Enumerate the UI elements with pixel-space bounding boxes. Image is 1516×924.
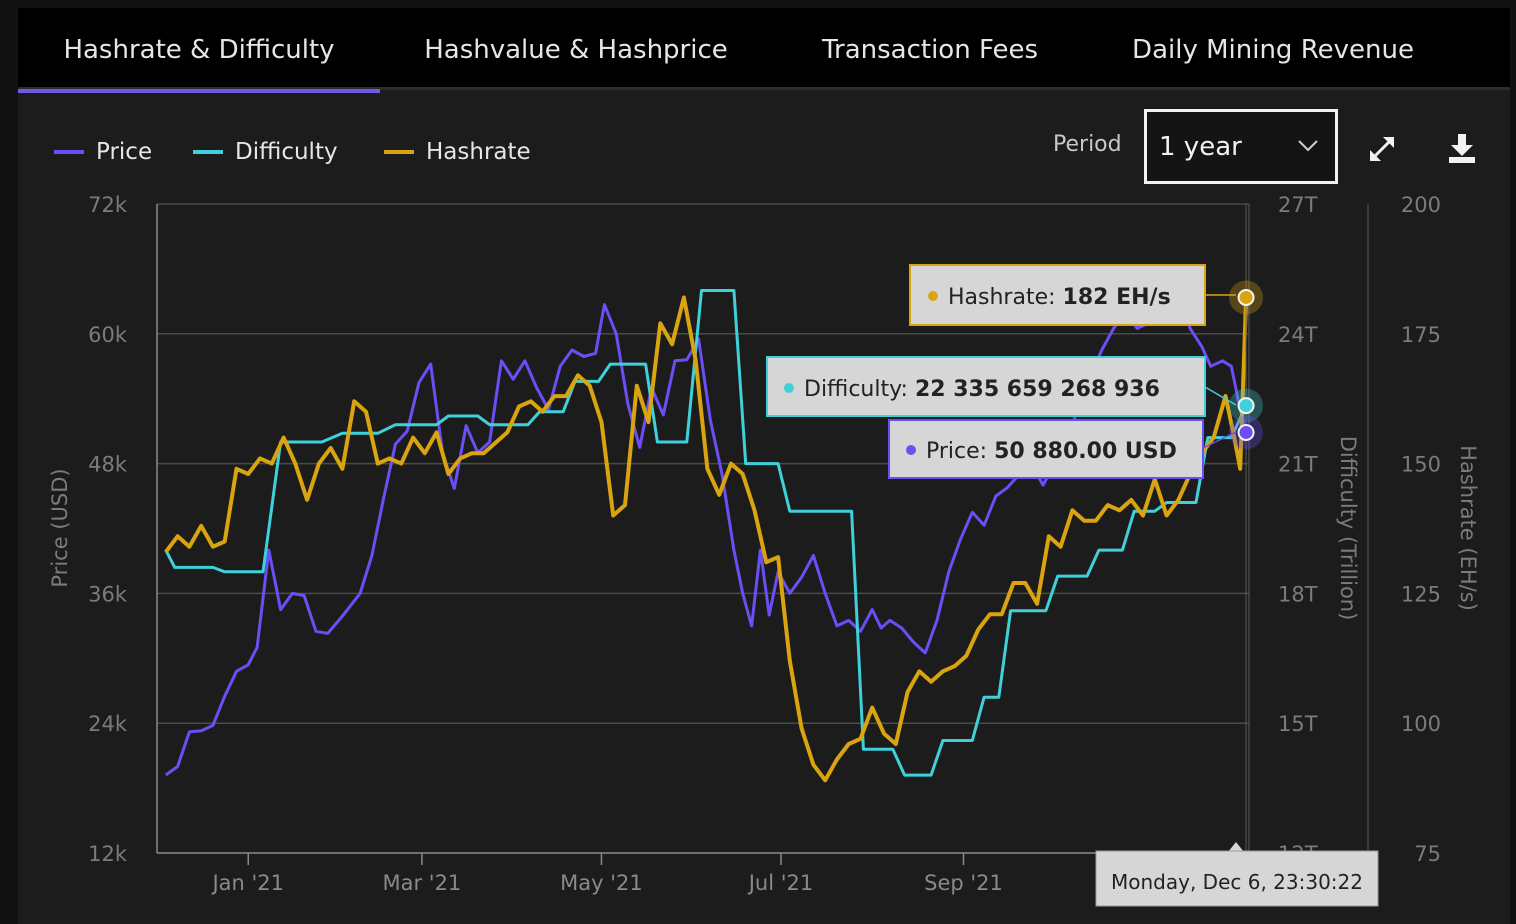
right1-axis-title: Difficulty (Trillion) [1336, 436, 1360, 621]
right2-tick-label: 175 [1401, 323, 1441, 347]
right2-tick-label: 200 [1401, 193, 1441, 217]
legend-item-hashrate[interactable]: Hashrate [384, 136, 531, 168]
left-tick-label: 24k [88, 712, 128, 736]
tooltip-price-value: 50 880.00 USD [994, 439, 1177, 464]
tab-transaction-fees[interactable]: Transaction Fees [821, 35, 1039, 65]
x-tick-label: Jul '21 [747, 871, 814, 895]
tooltip-hashrate-value: 182 EH/s [1063, 285, 1171, 310]
legend-label-price: Price [96, 139, 153, 165]
legend-swatch-price [54, 150, 84, 154]
tooltip-hashrate-label: Hashrate: [948, 285, 1056, 310]
legend-swatch-hashrate [384, 150, 414, 154]
tooltip-date-text: Monday, Dec 6, 23:30:22 [1111, 870, 1363, 894]
difficulty-series-line [164, 289, 1248, 777]
tooltip-hashrate: Hashrate: 182 EH/s [909, 264, 1236, 326]
left-tick-label: 48k [88, 453, 128, 477]
right1-tick-label: 24T [1278, 323, 1318, 347]
x-tick-label: Mar '21 [383, 871, 462, 895]
legend-swatch-difficulty [193, 150, 223, 154]
left-tick-label: 72k [88, 193, 128, 217]
legend-label-difficulty: Difficulty [235, 139, 338, 165]
left-tick-label: 12k [88, 842, 128, 866]
period-select-value: 1 year [1159, 132, 1242, 162]
svg-text:Hashrate: 182 EH/s: Hashrate: 182 EH/s [948, 285, 1171, 310]
hashrate-marker [1237, 288, 1255, 306]
right1-tick-label: 18T [1278, 582, 1318, 606]
legend-label-hashrate: Hashrate [426, 139, 531, 165]
period-select[interactable]: 1 year [1144, 109, 1338, 184]
tooltip-difficulty-value: 22 335 659 268 936 [915, 377, 1160, 402]
right1-tick-label: 27T [1278, 193, 1318, 217]
right1-tick-label: 21T [1278, 453, 1318, 477]
svg-text:Price: 50 880.00 USD: Price: 50 880.00 USD [926, 439, 1177, 464]
tooltip-difficulty: Difficulty: 22 335 659 268 936 [766, 356, 1237, 417]
tab-hashvalue-hashprice[interactable]: Hashvalue & Hashprice [424, 35, 728, 65]
right1-tick-label: 15T [1278, 712, 1318, 736]
tooltip-date: Monday, Dec 6, 23:30:22 [1095, 842, 1379, 907]
difficulty-marker [1237, 397, 1255, 415]
left-tick-label: 60k [88, 323, 128, 347]
download-icon[interactable] [1446, 131, 1478, 165]
right2-tick-label: 75 [1414, 842, 1441, 866]
tooltip-difficulty-label: Difficulty: [804, 377, 908, 402]
left-axis-title: Price (USD) [48, 468, 72, 587]
legend-item-price[interactable]: Price [54, 136, 152, 168]
svg-text:Difficulty: 22 335 659 268 936: Difficulty: 22 335 659 268 936 [804, 377, 1160, 402]
right2-tick-label: 150 [1401, 453, 1441, 477]
right2-tick-label: 100 [1401, 712, 1441, 736]
tab-bar: Hashrate & Difficulty Hashvalue & Hashpr… [18, 8, 1510, 93]
legend-item-difficulty[interactable]: Difficulty [193, 136, 338, 168]
price-marker [1237, 423, 1255, 441]
x-tick-label: May '21 [560, 871, 643, 895]
chevron-down-icon [1298, 140, 1318, 152]
hashrate-series-line [164, 295, 1249, 783]
x-tick-label: Jan '21 [210, 871, 284, 895]
x-tick-label: Sep '21 [924, 871, 1003, 895]
expand-arrows-icon[interactable] [1366, 133, 1398, 165]
right2-tick-label: 125 [1401, 582, 1441, 606]
tooltip-price-label: Price: [926, 439, 987, 464]
price-series-line [164, 280, 1248, 777]
period-label: Period [1053, 132, 1122, 157]
left-tick-label: 36k [88, 582, 128, 606]
right2-axis-title: Hashrate (EH/s) [1456, 445, 1480, 611]
tab-hashrate-difficulty[interactable]: Hashrate & Difficulty [18, 8, 380, 93]
tab-daily-mining-revenue[interactable]: Daily Mining Revenue [1132, 35, 1414, 65]
tooltip-price: Price: 50 880.00 USD [888, 419, 1237, 479]
